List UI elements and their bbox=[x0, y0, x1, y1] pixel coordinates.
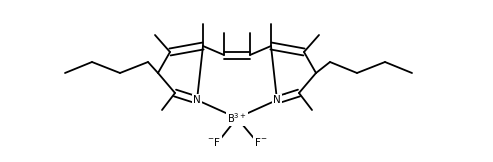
Text: N: N bbox=[273, 95, 281, 105]
Text: F$^{-}$: F$^{-}$ bbox=[254, 136, 268, 148]
Text: N: N bbox=[193, 95, 201, 105]
Text: $^{-}$F: $^{-}$F bbox=[207, 136, 221, 148]
Text: ·: · bbox=[283, 90, 287, 100]
Text: B$^{3+}$: B$^{3+}$ bbox=[227, 111, 247, 125]
